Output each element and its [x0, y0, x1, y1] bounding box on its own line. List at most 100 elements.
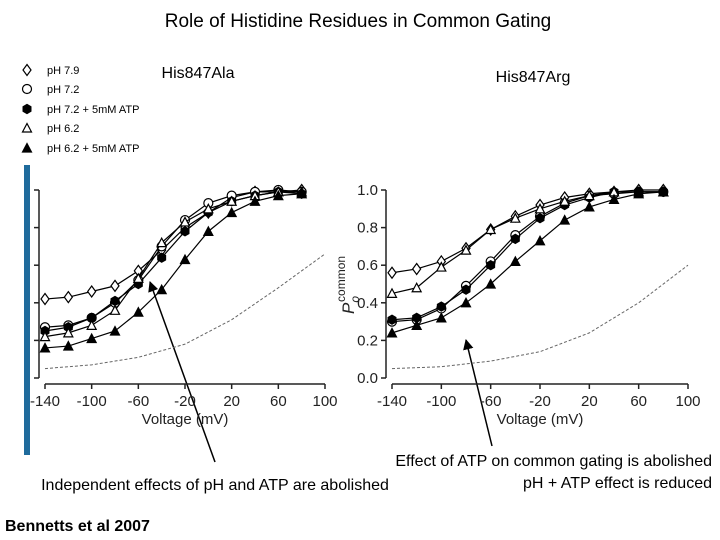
marker — [535, 213, 545, 224]
x-tick-label: 100 — [675, 393, 700, 410]
legend-label: pH 6.2 — [47, 123, 79, 135]
legend-marker — [22, 103, 32, 115]
marker — [411, 281, 423, 293]
marker — [156, 236, 168, 248]
marker — [583, 189, 595, 201]
marker — [534, 203, 546, 214]
marker — [110, 295, 120, 307]
marker — [559, 214, 571, 225]
marker — [179, 253, 191, 265]
marker — [583, 201, 595, 212]
legend-marker — [21, 122, 33, 133]
marker — [435, 312, 447, 323]
marker — [436, 301, 446, 312]
marker — [132, 272, 144, 283]
marker — [510, 233, 520, 245]
x-tick-label: -100 — [426, 393, 456, 410]
x-tick-label: -60 — [127, 393, 149, 410]
annotation: Independent effects of pH and ATP are ab… — [41, 477, 389, 494]
marker — [386, 327, 398, 338]
marker — [157, 252, 167, 263]
marker — [272, 189, 284, 201]
reference-curve — [44, 253, 326, 370]
slide-title: Role of Histidine Residues in Common Gat… — [165, 11, 552, 32]
fit-curve — [44, 189, 302, 328]
annotation: Effect of ATP on common gating is abolis… — [395, 453, 712, 470]
y-tick-label: 1.0 — [357, 182, 378, 199]
marker — [435, 261, 447, 272]
x-axis-label: Voltage (mV) — [142, 411, 229, 428]
fit-curve — [44, 191, 302, 338]
y-tick-label: 0.4 — [357, 295, 378, 312]
marker — [86, 319, 98, 330]
marker — [460, 244, 472, 255]
marker — [633, 187, 645, 199]
annotation: pH + ATP effect is reduced — [523, 475, 712, 492]
x-tick-label: 100 — [312, 393, 337, 410]
x-tick-label: -100 — [77, 393, 107, 410]
marker — [180, 226, 190, 237]
y-label-sub: o — [348, 296, 362, 303]
x-tick-label: -20 — [529, 393, 551, 410]
fit-curve — [391, 191, 664, 294]
arrow — [148, 281, 216, 463]
accent-bar — [24, 165, 30, 455]
y-tick-label: 0.6 — [357, 257, 378, 274]
legend-marker — [21, 83, 33, 95]
legend-label: pH 7.9 — [47, 65, 79, 77]
marker — [39, 330, 51, 342]
marker — [109, 304, 121, 315]
x-tick-label: -60 — [480, 393, 502, 410]
fit-curve — [391, 189, 664, 274]
plot: His847Arg-140 -100 -60 -20 20 60 1000.00.20.40… — [334, 69, 701, 428]
marker — [202, 203, 214, 214]
marker — [86, 284, 97, 299]
marker — [156, 283, 168, 295]
x-tick-label: 20 — [223, 393, 240, 410]
y-axis-label: Pocommon — [334, 256, 362, 314]
legend: pH 7.9 pH 7.2 pH 7.2 + 5mM ATP pH 6.2 pH 6.2… — [21, 63, 139, 155]
marker — [110, 279, 120, 293]
y-label-main: P — [339, 302, 358, 314]
x-tick-label: -140 — [377, 393, 407, 410]
marker — [485, 278, 497, 289]
chart-title: His847Arg — [496, 69, 571, 86]
marker — [608, 193, 620, 204]
plot: His847Ala-140-100-60-20206010000.20.40.6… — [30, 65, 338, 428]
marker — [179, 216, 191, 227]
marker — [62, 327, 74, 338]
citation: Bennetts et al 2007 — [5, 518, 150, 535]
marker — [509, 255, 521, 267]
x-tick-label: 60 — [270, 393, 287, 410]
marker — [39, 342, 51, 353]
marker — [657, 186, 669, 197]
y-tick-labels: 0.0 0.2 0.4 0.6 0.8 1.0 — [357, 182, 378, 387]
marker — [509, 212, 521, 223]
x-tick-label: 20 — [581, 393, 598, 410]
marker — [485, 223, 497, 235]
y-label-sup: common — [334, 256, 348, 302]
x-tick-label: -20 — [174, 393, 196, 410]
y-tick-label: 0.0 — [357, 370, 378, 387]
fit-curve — [44, 191, 302, 332]
marker — [559, 195, 571, 206]
marker — [109, 325, 121, 336]
reference-curve — [391, 264, 689, 370]
legend-marker — [21, 142, 33, 153]
x-axis-label: Voltage (mV) — [497, 411, 584, 428]
marker — [460, 297, 472, 308]
marker — [40, 292, 50, 306]
x-tick-label: -140 — [30, 393, 60, 410]
marker — [386, 287, 398, 298]
plots: His847Ala-140-100-60-20206010000.20.40.6… — [21, 63, 701, 428]
fit-curve — [44, 193, 302, 349]
marker — [534, 234, 546, 246]
legend-label: pH 6.2 + 5mM ATP — [47, 143, 139, 155]
legend-label: pH 7.2 — [47, 84, 79, 96]
legend-marker — [22, 63, 32, 77]
fit-curve — [391, 191, 664, 334]
marker — [226, 195, 238, 206]
y-tick-label: 0.2 — [357, 332, 378, 349]
chart-title: His847Ala — [162, 65, 235, 82]
y-tick-label: 0.8 — [357, 220, 378, 237]
